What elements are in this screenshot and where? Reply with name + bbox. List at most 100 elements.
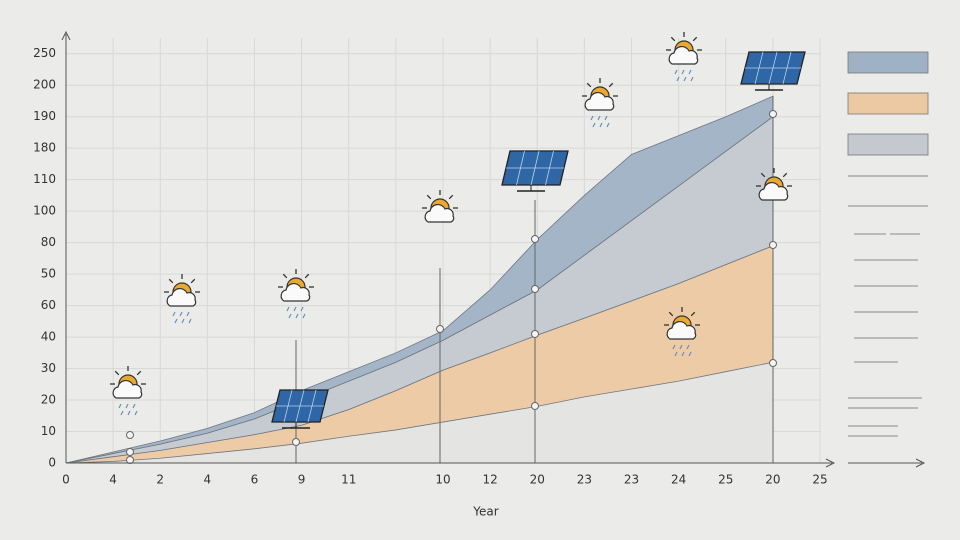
rain [300, 306, 306, 319]
legend-arrow [915, 458, 926, 468]
y-tick-label: 100 [33, 204, 56, 218]
point-marker [292, 438, 300, 446]
cloud [758, 181, 789, 201]
rain [597, 115, 603, 128]
point-marker [126, 448, 134, 456]
cloud [584, 91, 615, 111]
weather-icon [664, 307, 700, 357]
x-tick-label: 10 [435, 473, 450, 487]
sun-ray [670, 36, 676, 42]
x-tick-label: 9 [298, 473, 306, 487]
x-tick-label: 25 [718, 473, 733, 487]
rain [286, 306, 292, 319]
point-marker [769, 241, 777, 249]
rain [686, 344, 692, 357]
rain [186, 311, 192, 324]
y-tick-label: 0 [48, 456, 56, 470]
x-tick-label: 4 [204, 473, 212, 487]
weather-icon [164, 274, 200, 324]
x-tick-label: 24 [671, 473, 686, 487]
x-tick-label: 6 [251, 473, 259, 487]
rain [172, 311, 178, 324]
sun-ray [426, 194, 432, 200]
weather-icon [422, 190, 458, 223]
x-tick-label: 4 [109, 473, 117, 487]
cloud [112, 379, 143, 399]
legend-swatch [847, 133, 929, 156]
rain [293, 306, 299, 319]
solar-panel [501, 150, 569, 192]
x-axis-label: Year [472, 505, 498, 519]
rain [590, 115, 596, 128]
sun-ray [608, 82, 614, 88]
rain [179, 311, 185, 324]
sun-ray [190, 278, 196, 284]
x-tick-label: 20 [530, 473, 545, 487]
legend-swatch [847, 51, 929, 74]
y-tick-label: 20 [41, 393, 56, 407]
sun-ray [782, 172, 788, 178]
weather-icon [278, 269, 314, 319]
x-axis-arrow [825, 458, 836, 468]
sun-ray [304, 273, 310, 279]
point-marker [531, 285, 539, 293]
sun-ray [668, 311, 674, 317]
point-marker [126, 456, 134, 464]
y-tick-label: 10 [41, 424, 56, 438]
cloud [668, 45, 699, 65]
x-tick-label: 20 [765, 473, 780, 487]
rain [604, 115, 610, 128]
point-marker [531, 235, 539, 243]
solar-panel [271, 389, 329, 429]
y-tick-label: 200 [33, 78, 56, 92]
y-tick-label: 190 [33, 109, 56, 123]
rain [681, 69, 687, 82]
sun-ray [136, 370, 142, 376]
sun-ray [168, 278, 174, 284]
x-tick-label: 25 [812, 473, 827, 487]
cloud [424, 203, 455, 223]
area [66, 362, 773, 463]
rain [674, 69, 680, 82]
weather-icon [582, 78, 618, 128]
sun-ray [448, 194, 454, 200]
weather-icon [110, 366, 146, 416]
point-marker [531, 402, 539, 410]
sun-ray [586, 82, 592, 88]
sun-ray [692, 36, 698, 42]
rain [679, 344, 685, 357]
sun-ray [760, 172, 766, 178]
rain [672, 344, 678, 357]
rain [132, 403, 138, 416]
rain [118, 403, 124, 416]
y-tick-label: 110 [33, 172, 56, 186]
rain [125, 403, 131, 416]
sun-ray [690, 311, 696, 317]
x-tick-label: 0 [62, 473, 70, 487]
cloud [666, 320, 697, 340]
rain [688, 69, 694, 82]
x-tick-label: 12 [482, 473, 497, 487]
weather-icon [666, 32, 702, 82]
point-marker [531, 330, 539, 338]
point-marker [769, 110, 777, 118]
y-tick-label: 250 [33, 46, 56, 60]
cloud [166, 287, 197, 307]
y-tick-label: 60 [41, 298, 56, 312]
x-tick-label: 11 [341, 473, 356, 487]
y-tick-label: 40 [41, 330, 56, 344]
point-marker [769, 359, 777, 367]
point-marker [126, 431, 134, 439]
point-marker [436, 325, 444, 333]
x-tick-label: 2 [156, 473, 164, 487]
y-axis-arrow [61, 30, 71, 41]
y-tick-label: 30 [41, 361, 56, 375]
solar-panel [740, 51, 806, 91]
legend-swatch [847, 92, 929, 115]
sun-ray [114, 370, 120, 376]
x-tick-label: 23 [624, 473, 639, 487]
sun-ray [282, 273, 288, 279]
cloud [280, 282, 311, 302]
y-tick-label: 50 [41, 267, 56, 281]
y-tick-label: 80 [41, 235, 56, 249]
